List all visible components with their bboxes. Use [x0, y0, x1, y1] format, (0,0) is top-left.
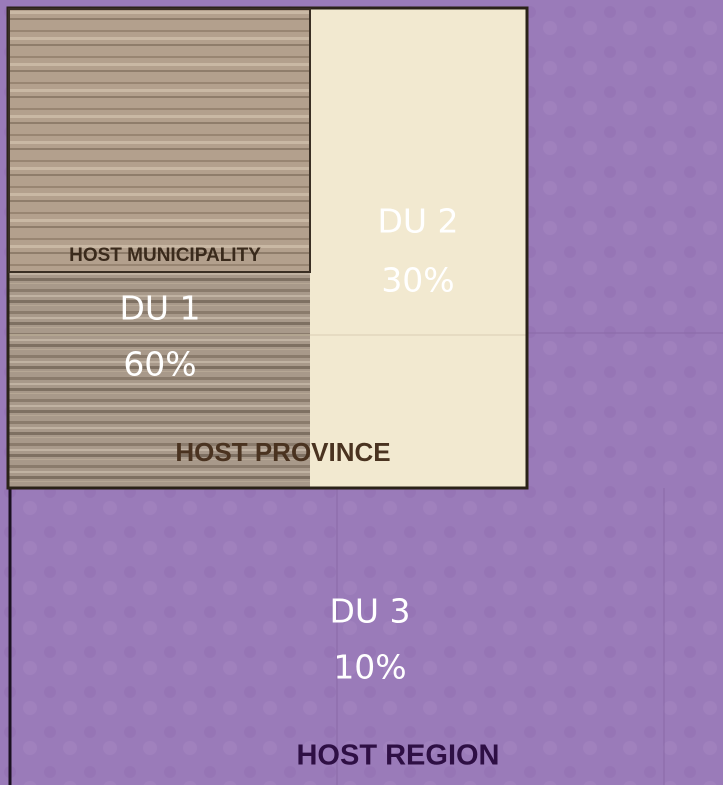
province-cream	[310, 8, 527, 488]
municipality	[8, 8, 311, 273]
du-share: 60%	[123, 345, 196, 384]
municipality-box	[8, 8, 311, 273]
municipality-label: HOST MUNICIPALITY	[69, 245, 261, 266]
du-label: DU 3	[329, 592, 410, 631]
du-share: 10%	[333, 648, 406, 687]
du-share: 30%	[381, 261, 454, 300]
province-label: HOST PROVINCE	[175, 437, 390, 467]
region-label: HOST REGION	[296, 740, 499, 772]
du-label: DU 1	[119, 289, 200, 328]
du-label: DU 2	[377, 202, 458, 241]
